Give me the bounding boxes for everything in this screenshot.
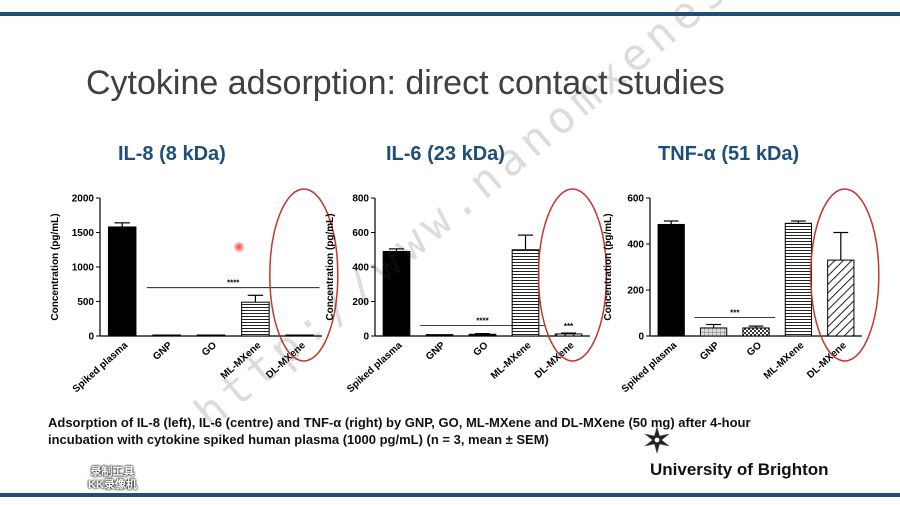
bar-go bbox=[742, 327, 770, 337]
bar-dl-mxene bbox=[285, 334, 315, 337]
y-tick-label: 2000 bbox=[72, 194, 95, 205]
slide-title: Cytokine adsorption: direct contact stud… bbox=[86, 64, 725, 102]
x-tick-label: GO bbox=[745, 340, 764, 359]
x-tick-label: Spiked plasma bbox=[620, 340, 680, 395]
top-accent-bar bbox=[0, 12, 900, 16]
highlight-circle bbox=[810, 188, 880, 362]
significance-label: **** bbox=[227, 279, 240, 288]
bar-gnp bbox=[425, 334, 454, 337]
bar-spiked-plasma bbox=[657, 223, 685, 337]
y-axis-label: Concentration (pg/mL) bbox=[50, 213, 61, 320]
chart-title-il6: IL-6 (23 kDa) bbox=[386, 143, 505, 165]
y-axis-label: Concentration (pg/mL) bbox=[603, 213, 614, 320]
figure-caption: Adsorption of IL-8 (left), IL-6 (centre)… bbox=[48, 414, 868, 448]
bar-ml-mxene bbox=[784, 222, 813, 337]
recorder-badge-line-2: KK录像机 bbox=[88, 479, 137, 491]
bar-gnp bbox=[152, 334, 181, 337]
y-tick-label: 0 bbox=[638, 332, 644, 343]
y-tick-label: 500 bbox=[77, 297, 94, 308]
recorder-badge-line-1: 录制工具 bbox=[90, 466, 135, 478]
bar-dl-mxene bbox=[827, 259, 855, 337]
university-name: University of Brighton bbox=[650, 460, 829, 479]
highlight-circle bbox=[537, 188, 608, 362]
university-star-icon bbox=[644, 426, 670, 454]
y-tick-label: 200 bbox=[352, 297, 369, 308]
y-tick-label: 0 bbox=[88, 332, 94, 343]
significance-label: **** bbox=[476, 317, 489, 326]
x-tick-label: ML-MXene bbox=[762, 340, 807, 382]
y-axis-label: Concentration (pg/mL) bbox=[325, 213, 336, 320]
cursor-dot bbox=[234, 242, 244, 252]
bar-gnp bbox=[699, 327, 728, 337]
bottom-accent-bar bbox=[0, 493, 900, 497]
y-tick-label: 600 bbox=[352, 228, 369, 239]
bar-ml-mxene bbox=[241, 301, 270, 337]
caption-line-1: Adsorption of IL-8 (left), IL-6 (centre)… bbox=[48, 415, 751, 430]
y-tick-label: 200 bbox=[627, 286, 644, 297]
caption-line-2: incubation with cytokine spiked human pl… bbox=[48, 432, 549, 447]
bar-ml-mxene bbox=[511, 249, 540, 337]
y-tick-label: 400 bbox=[352, 263, 369, 274]
highlight-circle bbox=[269, 188, 339, 362]
y-tick-label: 1500 bbox=[72, 228, 95, 239]
significance-label: *** bbox=[730, 309, 740, 318]
significance-label: *** bbox=[564, 322, 574, 331]
y-tick-label: 600 bbox=[627, 194, 644, 205]
chart-title-tnf: TNF-α (51 kDa) bbox=[658, 143, 800, 165]
y-tick-label: 800 bbox=[352, 194, 369, 205]
x-tick-label: GNP bbox=[698, 340, 722, 363]
chart-title-il8: IL-8 (8 kDa) bbox=[118, 143, 226, 165]
y-tick-label: 1000 bbox=[72, 263, 95, 274]
y-tick-label: 400 bbox=[627, 240, 644, 251]
y-tick-label: 0 bbox=[363, 332, 369, 343]
bar-go bbox=[196, 334, 226, 337]
recorder-badge: 录制工具 KK录像机 bbox=[88, 466, 137, 492]
